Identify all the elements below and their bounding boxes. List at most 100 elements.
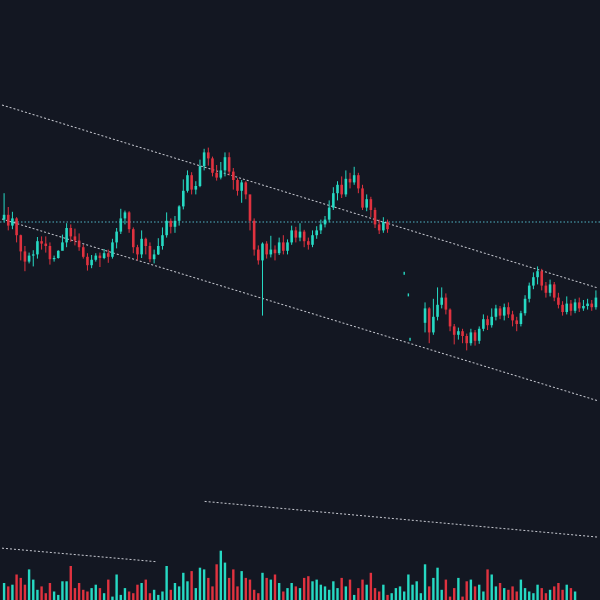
volume-bar: [386, 594, 389, 600]
volume-bar: [36, 589, 39, 600]
candle-body: [6, 214, 10, 226]
volume-bar: [523, 588, 527, 600]
volume-bar: [340, 577, 343, 600]
volume-bar: [515, 591, 518, 600]
volume-bar: [19, 577, 22, 600]
candle-body: [340, 184, 343, 195]
volume-bar: [165, 566, 168, 600]
candle-body: [490, 316, 494, 326]
candle-body: [348, 178, 352, 183]
volume-bar: [144, 579, 147, 600]
volume-bar: [186, 581, 189, 600]
candle-body: [73, 236, 77, 241]
candle-body: [236, 180, 239, 191]
volume-bar: [148, 593, 152, 600]
candle-body: [11, 218, 14, 226]
volume-bar: [7, 586, 10, 600]
volume-bar: [373, 588, 377, 600]
volume-bar: [82, 589, 85, 600]
candle-body: [277, 242, 281, 254]
candle-body: [323, 219, 327, 225]
volume-bar: [77, 583, 81, 600]
volume-bar: [444, 579, 448, 600]
volume-bar: [261, 572, 264, 600]
candle-body: [377, 224, 381, 231]
candle-body: [23, 251, 27, 262]
candle-body: [182, 190, 185, 207]
volume-bar: [265, 577, 268, 600]
volume-bar: [40, 586, 43, 600]
candle-body: [131, 229, 135, 248]
candle-body: [507, 307, 510, 315]
candle-body: [373, 210, 377, 225]
candle-body: [548, 284, 552, 293]
candle-body: [207, 152, 210, 159]
candle-body: [365, 199, 368, 208]
volume-bar: [352, 594, 356, 600]
candle-body: [573, 302, 577, 311]
candle-body: [156, 246, 160, 255]
volume-bar: [507, 589, 510, 600]
volume-bar: [161, 591, 164, 600]
volume-bar: [453, 588, 456, 600]
candle-body: [386, 222, 389, 230]
candle-body: [269, 249, 273, 255]
volume-bar: [219, 550, 223, 600]
candle-body: [244, 182, 248, 195]
volume-bar: [119, 594, 122, 600]
volume-bar: [90, 588, 93, 600]
volume-bar: [411, 584, 414, 600]
candle-body: [469, 332, 473, 344]
candle-body: [40, 241, 43, 244]
volume-bar: [315, 579, 318, 600]
volume-bar: [478, 584, 481, 600]
candle-body: [511, 314, 514, 321]
candle-body: [569, 303, 573, 311]
candle-body: [2, 214, 6, 220]
volume-bar: [286, 588, 289, 600]
candle-body: [477, 328, 481, 341]
candle-body: [27, 255, 31, 262]
candle-body: [307, 241, 310, 245]
candle-body: [257, 249, 260, 261]
volume-bar: [532, 593, 535, 600]
volume-bar: [211, 586, 214, 600]
candle-body: [36, 241, 39, 255]
volume-bar: [348, 579, 352, 600]
volume-bar: [123, 588, 127, 600]
volume-bar: [573, 591, 577, 600]
candle-body: [344, 178, 348, 195]
volume-bar: [369, 572, 373, 600]
candle-body: [586, 303, 589, 306]
candle-body: [144, 238, 148, 246]
volume-bar: [227, 577, 231, 600]
volume-bar: [494, 586, 498, 600]
candle-body: [102, 253, 106, 258]
volume-bar: [15, 574, 18, 600]
volume-bar: [48, 583, 52, 600]
volume-bar: [298, 588, 302, 600]
candle-body: [94, 255, 98, 260]
volume-bar: [240, 571, 243, 600]
candle-body: [473, 332, 477, 341]
candle-body: [332, 193, 335, 208]
candle-body: [452, 326, 456, 335]
candle-body: [148, 246, 152, 260]
candle-body: [86, 256, 89, 266]
volume-bar: [132, 593, 135, 600]
volume-bar: [394, 588, 398, 600]
candle-body: [165, 220, 168, 236]
volume-bar: [202, 569, 206, 600]
candle-body: [465, 336, 469, 344]
candle-body: [15, 218, 18, 236]
volume-bar: [44, 593, 47, 600]
candle-body: [211, 158, 214, 173]
volume-bar: [428, 586, 431, 600]
candle-body: [444, 297, 448, 310]
candle-body: [423, 308, 427, 323]
candle-body: [544, 285, 548, 293]
volume-bar: [252, 589, 256, 600]
volume-bar: [536, 584, 539, 600]
